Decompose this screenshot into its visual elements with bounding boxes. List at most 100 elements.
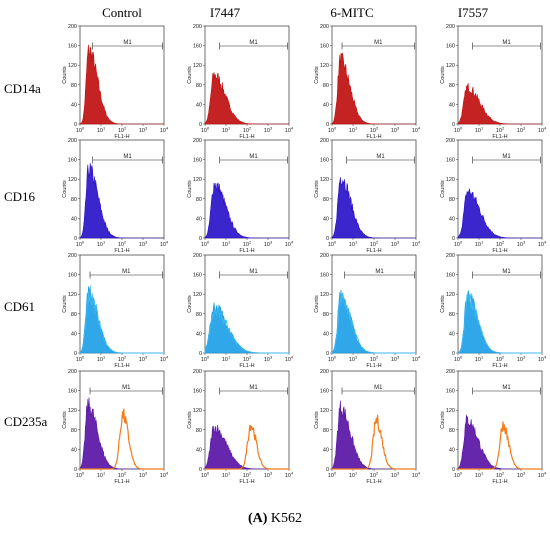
- x-tick-label: 103: [391, 471, 400, 480]
- gate-m1-label: M1: [249, 385, 258, 391]
- x-tick-exponent: 2: [502, 355, 505, 360]
- x-tick-exponent: 3: [145, 355, 148, 360]
- histogram-series-cd14a: [204, 72, 289, 125]
- y-tick-label: 200: [446, 253, 455, 259]
- x-tick-label: 104: [412, 240, 421, 249]
- x-tick-label: 102: [496, 355, 505, 364]
- x-tick-exponent: 3: [270, 240, 273, 245]
- x-tick-label: 101: [349, 126, 358, 135]
- gate-m1-label: M1: [502, 40, 511, 46]
- y-tick-label: 40: [196, 102, 202, 108]
- y-tick-label: 160: [446, 158, 455, 164]
- y-tick-label: 160: [320, 389, 329, 395]
- y-tick-label: 200: [193, 369, 202, 375]
- x-tick-label: 102: [496, 126, 505, 135]
- x-tick-exponent: 2: [376, 355, 379, 360]
- gate-m1-label: M1: [123, 154, 132, 160]
- x-tick-exponent: 3: [523, 126, 526, 131]
- y-tick-label: 0: [326, 351, 329, 357]
- y-axis-label: Counts: [187, 411, 193, 429]
- y-axis-label: Counts: [314, 295, 320, 313]
- y-tick-label: 40: [71, 102, 77, 108]
- y-tick-label: 80: [196, 312, 202, 318]
- x-axis-label: FL1-H: [492, 134, 507, 140]
- x-axis-label: FL1-H: [492, 363, 507, 369]
- x-tick-exponent: 4: [418, 126, 421, 131]
- x-tick-label: 100: [454, 126, 463, 135]
- x-tick-exponent: 4: [166, 471, 169, 476]
- x-tick-exponent: 0: [334, 355, 337, 360]
- gate-m1-label: M1: [375, 269, 384, 275]
- caption-panel-id: A: [253, 511, 264, 526]
- x-tick-exponent: 3: [270, 355, 273, 360]
- x-tick-label: 101: [222, 240, 231, 249]
- y-tick-label: 120: [193, 292, 202, 298]
- histogram-series-cd61: [331, 289, 416, 354]
- gate-m1-label: M1: [249, 40, 258, 46]
- y-tick-label: 0: [199, 236, 202, 242]
- x-axis-label: FL1-H: [114, 363, 129, 369]
- y-tick-label: 160: [193, 44, 202, 50]
- y-tick-label: 40: [449, 216, 455, 222]
- x-axis-label: FL1-H: [366, 363, 381, 369]
- x-tick-exponent: 0: [82, 355, 85, 360]
- x-tick-exponent: 1: [228, 471, 231, 476]
- x-tick-exponent: 3: [145, 240, 148, 245]
- x-tick-label: 100: [454, 355, 463, 364]
- gate-m1-label: M1: [502, 154, 511, 160]
- y-tick-label: 120: [446, 177, 455, 183]
- y-axis-label: Counts: [187, 295, 193, 313]
- x-tick-exponent: 1: [481, 355, 484, 360]
- x-tick-exponent: 4: [418, 240, 421, 245]
- x-tick-label: 101: [349, 471, 358, 480]
- x-tick-exponent: 4: [291, 126, 294, 131]
- y-tick-label: 40: [196, 447, 202, 453]
- gate-m1-label: M1: [374, 385, 383, 391]
- x-tick-label: 103: [391, 355, 400, 364]
- gate-m1-label: M1: [123, 40, 132, 46]
- x-tick-label: 100: [201, 355, 210, 364]
- y-tick-label: 80: [196, 83, 202, 89]
- x-tick-exponent: 2: [124, 471, 127, 476]
- caption-text: K562: [267, 511, 302, 526]
- row-headers: CD14a CD16 CD61 CD235a: [4, 81, 48, 429]
- x-tick-exponent: 2: [249, 126, 252, 131]
- y-tick-label: 120: [193, 408, 202, 414]
- y-tick-label: 0: [326, 467, 329, 473]
- x-tick-label: 101: [475, 471, 484, 480]
- x-axis-label: FL1-H: [239, 248, 254, 254]
- histogram-series-cd14a: [79, 44, 164, 125]
- y-tick-label: 0: [74, 467, 77, 473]
- y-tick-label: 40: [449, 331, 455, 337]
- y-tick-label: 160: [193, 389, 202, 395]
- histogram-stain-cd235a: [458, 421, 542, 470]
- x-tick-label: 102: [118, 355, 127, 364]
- y-tick-label: 120: [320, 177, 329, 183]
- x-tick-label: 104: [160, 471, 169, 480]
- x-tick-exponent: 2: [376, 240, 379, 245]
- x-tick-exponent: 3: [270, 471, 273, 476]
- x-tick-label: 104: [285, 471, 294, 480]
- y-tick-label: 40: [71, 447, 77, 453]
- y-tick-label: 80: [323, 197, 329, 203]
- histogram-outline-cd61: [79, 291, 164, 354]
- x-tick-exponent: 2: [376, 126, 379, 131]
- y-tick-label: 200: [446, 138, 455, 144]
- x-tick-label: 104: [285, 126, 294, 135]
- x-tick-exponent: 0: [82, 471, 85, 476]
- y-tick-label: 200: [320, 253, 329, 259]
- x-axis-label: FL1-H: [114, 134, 129, 140]
- x-tick-exponent: 3: [145, 126, 148, 131]
- y-axis-label: Counts: [440, 411, 446, 429]
- y-axis-label: Counts: [62, 180, 68, 198]
- y-tick-label: 120: [446, 292, 455, 298]
- y-tick-label: 80: [323, 312, 329, 318]
- y-tick-label: 0: [199, 467, 202, 473]
- x-tick-label: 104: [538, 240, 547, 249]
- y-tick-label: 120: [320, 292, 329, 298]
- x-axis-label: FL1-H: [366, 134, 381, 140]
- x-tick-exponent: 2: [124, 126, 127, 131]
